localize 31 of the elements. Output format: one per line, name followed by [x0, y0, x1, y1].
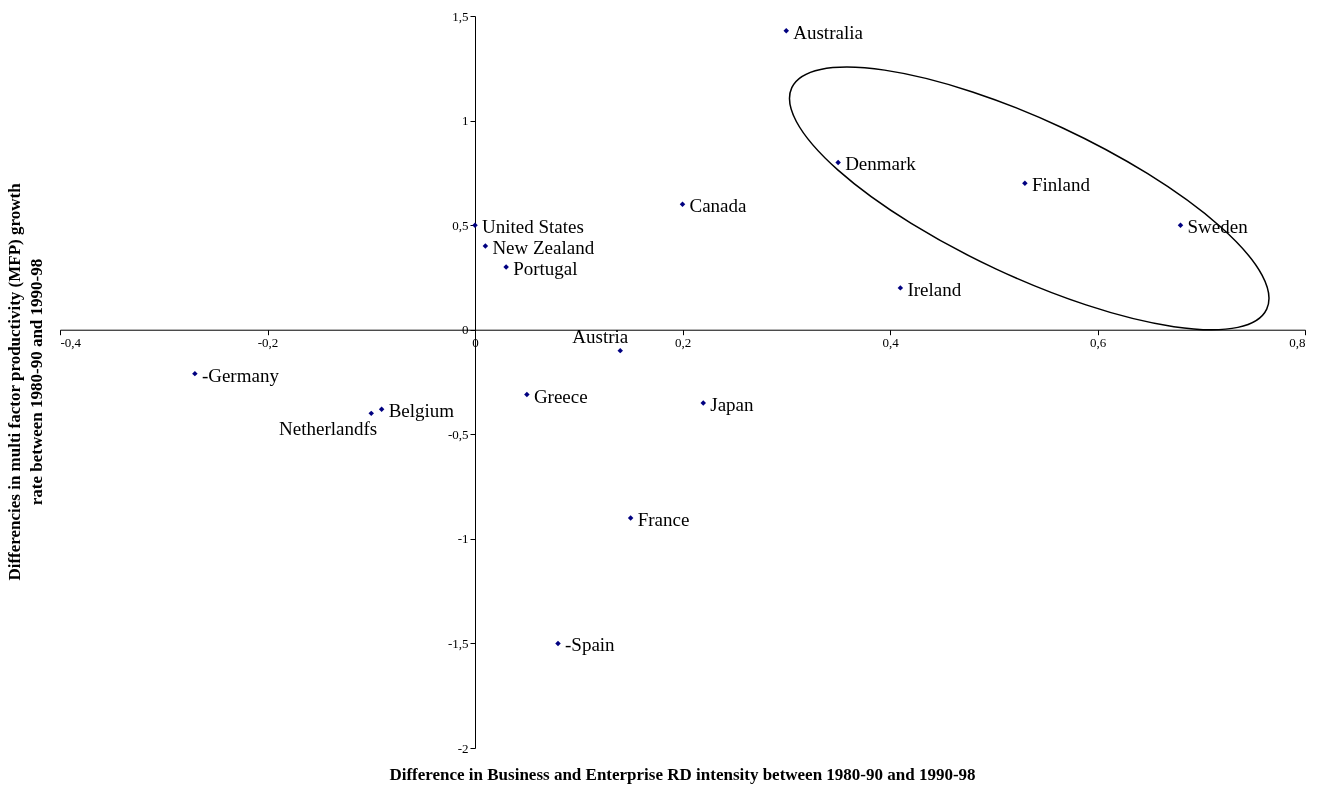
- y-tick-label: -1: [457, 531, 469, 547]
- y-tick-label: 1: [462, 113, 469, 129]
- series-label: United States: [482, 216, 584, 238]
- series-label: New Zealand: [492, 237, 595, 259]
- x-tick-label: 0,4: [882, 335, 900, 351]
- series-label: Denmark: [845, 153, 917, 175]
- series-label: Canada: [689, 195, 748, 217]
- series-label: Austria: [572, 325, 629, 347]
- series-label: -Spain: [565, 634, 616, 656]
- x-axis-title: Difference in Business and Enterprise RD intensity between 1980-90 and 1990-98: [389, 765, 976, 784]
- x-tick-label: -0,4: [60, 335, 82, 351]
- series-label: Japan: [710, 393, 755, 415]
- y-axis-title: Differencies in multi factor productivity (MFP) growth rate between 1980-90 and 1990-98: [5, 182, 46, 581]
- x-tick-label: 0,6: [1089, 335, 1107, 351]
- series-label: France: [637, 508, 690, 530]
- series-label: Australia: [793, 21, 864, 43]
- series-label: Netherlandfs: [279, 418, 378, 440]
- y-tick-label: -2: [457, 740, 469, 756]
- series-label: -Germany: [201, 364, 280, 386]
- x-tick-label: 0,2: [674, 335, 692, 351]
- x-tick-label: 0,8: [1289, 335, 1306, 351]
- series-label: Belgium: [388, 400, 455, 422]
- series-label: Finland: [1031, 174, 1091, 196]
- series-label: Portugal: [513, 257, 578, 279]
- series-label: Ireland: [907, 278, 962, 300]
- y-tick-label: -0,5: [447, 426, 469, 442]
- y-tick-label: 0,5: [452, 217, 469, 233]
- x-tick-label: -0,2: [257, 335, 279, 351]
- y-tick-label: -1,5: [447, 635, 469, 651]
- y-tick-label: 1,5: [452, 8, 469, 24]
- series-label: Greece: [533, 385, 588, 407]
